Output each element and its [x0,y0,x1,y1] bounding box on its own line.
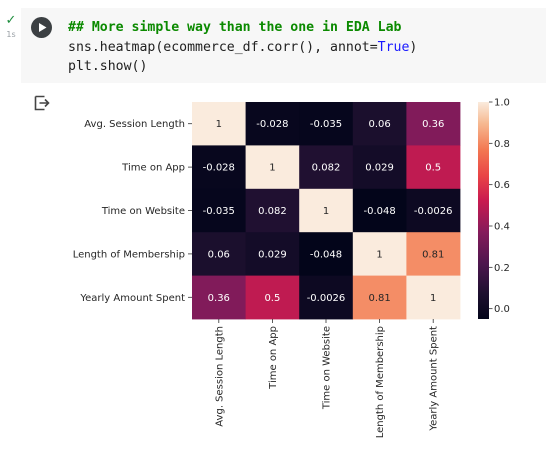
cell-annotation: 0.5 [425,163,441,174]
code-comment: ## More simple way than the one in EDA L… [68,20,402,35]
heatmap-cell [245,102,300,146]
row-label: Time on App [121,163,185,174]
row-label: Time on Website [101,206,185,217]
heatmap-cell [406,102,461,146]
cell-annotation: -0.048 [363,206,395,217]
cell-status: ✓ 1s [0,14,22,39]
heatmap-cell [352,145,407,190]
colorbar-tick-label: 0.6 [494,180,510,191]
execution-time: 1s [6,30,16,39]
cell-annotation: -0.035 [310,119,342,130]
column-label: Length of Membership [375,326,386,438]
cell-annotation: 0.029 [258,249,287,260]
cell-annotation: 0.81 [422,249,444,260]
column-label: Yearly Amount Spent [429,326,440,432]
colorbar-tick-label: 0.0 [494,304,510,315]
heatmap-cell [352,232,407,276]
heatmap-cell [299,188,354,233]
row-label: Length of Membership [73,249,185,260]
cell-annotation: 0.082 [258,206,287,217]
heatmap-cell [299,232,354,276]
cell-annotation: 0.81 [368,293,390,304]
colorbar-tick-label: 0.8 [494,139,510,150]
column-label: Avg. Session Length [214,326,225,427]
cell-annotation: 0.06 [208,249,230,260]
cell-annotation: -0.048 [310,249,342,260]
heatmap-cell [406,188,461,233]
cell-annotation: 0.06 [368,119,390,130]
play-icon [39,23,47,32]
cell-annotation: 0.36 [422,119,444,130]
heatmap-cell [406,232,461,276]
code-line-3: plt.show() [68,59,148,74]
cell-annotation: 1 [430,293,436,304]
code-line-2: sns.heatmap(ecommerce_df.corr(), annot=T… [68,39,418,55]
heatmap-cell [352,188,407,233]
cell-annotation: -0.0026 [307,293,346,304]
row-label: Yearly Amount Spent [79,293,185,304]
heatmap-cell [192,145,246,190]
cell-annotation: 0.082 [312,163,341,174]
colorbar-tick-label: 1.0 [494,98,510,109]
cell-annotation: -0.028 [203,163,235,174]
column-label: Time on Website [322,326,333,410]
heatmap-cell [245,232,300,276]
column-label: Time on App [268,326,279,390]
cell-annotation: -0.0026 [414,206,453,217]
row-label: Avg. Session Length [84,119,185,130]
cell-annotation: 0.029 [365,163,394,174]
heatmap-cell [406,145,461,190]
heatmap-cell [192,275,246,320]
heatmap-cell [245,188,300,233]
code-editor[interactable]: ## More simple way than the one in EDA L… [68,18,417,77]
cell-annotation: 0.36 [208,293,230,304]
colorbar-tick-label: 0.4 [494,222,510,233]
cell-annotation: 0.5 [264,293,280,304]
colorbar-tick-label: 0.2 [494,263,510,274]
heatmap-cell [299,275,354,320]
colorbar [478,102,489,319]
heatmap-cell [192,232,246,276]
output-arrow-icon[interactable] [34,95,50,111]
cell-annotation: 1 [376,249,382,260]
cell-annotation: 1 [216,119,222,130]
run-cell-button[interactable] [31,17,52,38]
heatmap-cell [352,102,407,146]
heatmap-cell [192,102,246,146]
heatmap-cell [192,188,246,233]
cell-annotation: -0.035 [203,206,235,217]
heatmap-cell [245,275,300,320]
check-icon: ✓ [5,13,17,28]
cell-annotation: 1 [323,206,329,217]
heatmap-cell [406,275,461,320]
cell-annotation: 1 [269,163,275,174]
cell-annotation: -0.028 [256,119,288,130]
heatmap-cell [352,275,407,320]
heatmap-cell [299,145,354,190]
correlation-heatmap: 1 -0.028 -0.035 0.06 0.36 -0.028 1 0.082 0.029 0.… [73,98,510,439]
code-cell[interactable]: ## More simple way than the one in EDA L… [21,8,546,83]
heatmap-cell [299,102,354,146]
heatmap-cell [245,145,300,190]
